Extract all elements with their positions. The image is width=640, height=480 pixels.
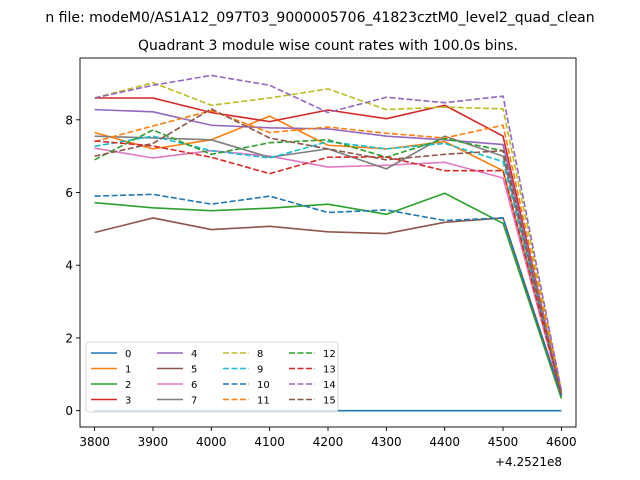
series-line-10 (94, 193, 563, 397)
legend-box (85, 341, 339, 413)
y-tick-label: 4 (65, 259, 73, 273)
y-tick-label: 8 (65, 113, 73, 127)
x-offset-label: +4.2521e8 (495, 455, 562, 469)
series-line-6 (94, 147, 563, 396)
series-line-15 (94, 108, 563, 396)
legend-label-12: 12 (323, 349, 336, 360)
legend-label-6: 6 (191, 380, 197, 391)
legend-label-5: 5 (191, 365, 197, 376)
x-tick-label: 4600 (546, 435, 577, 449)
x-tick-label: 4400 (429, 435, 460, 449)
y-tick-label: 2 (65, 331, 73, 345)
legend-label-0: 0 (125, 349, 131, 360)
series-line-13 (94, 140, 563, 395)
figure-suptitle: n file: modeM0/AS1A12_097T03_9000005706_… (45, 10, 594, 26)
series-line-12 (94, 129, 563, 397)
y-tick-label: 0 (65, 404, 73, 418)
y-tick-label: 6 (65, 186, 73, 200)
series-line-11 (94, 109, 563, 393)
legend-label-15: 15 (323, 396, 336, 407)
legend-label-3: 3 (125, 396, 131, 407)
chart-title: Quadrant 3 module wise count rates with … (138, 38, 518, 54)
series-line-4 (94, 108, 563, 393)
legend-label-4: 4 (191, 349, 197, 360)
series-line-9 (94, 135, 563, 394)
legend-label-2: 2 (125, 380, 131, 391)
x-tick-label: 4000 (196, 435, 227, 449)
legend-label-10: 10 (257, 380, 270, 391)
series-line-8 (94, 81, 563, 391)
series-line-2 (94, 192, 563, 399)
legend-label-13: 13 (323, 365, 336, 376)
x-tick-label: 3900 (138, 435, 169, 449)
legend-label-14: 14 (323, 380, 336, 391)
series-layer (94, 74, 563, 412)
legend-label-9: 9 (257, 365, 263, 376)
x-tick-label: 4200 (313, 435, 344, 449)
legend-label-7: 7 (191, 396, 197, 407)
legend-label-1: 1 (125, 365, 131, 376)
series-line-3 (94, 97, 563, 395)
x-tick-label: 3800 (79, 435, 110, 449)
legend-label-8: 8 (257, 349, 263, 360)
legend-label-11: 11 (257, 396, 270, 407)
series-line-1 (94, 115, 563, 395)
series-line-14 (94, 74, 563, 391)
x-tick-label: 4300 (371, 435, 402, 449)
x-tick-label: 4100 (254, 435, 285, 449)
tick-layer: 3800 3900 4000 4100 4200 4300 4400 4500 46000246… (65, 57, 577, 449)
x-tick-label: 4500 (488, 435, 519, 449)
